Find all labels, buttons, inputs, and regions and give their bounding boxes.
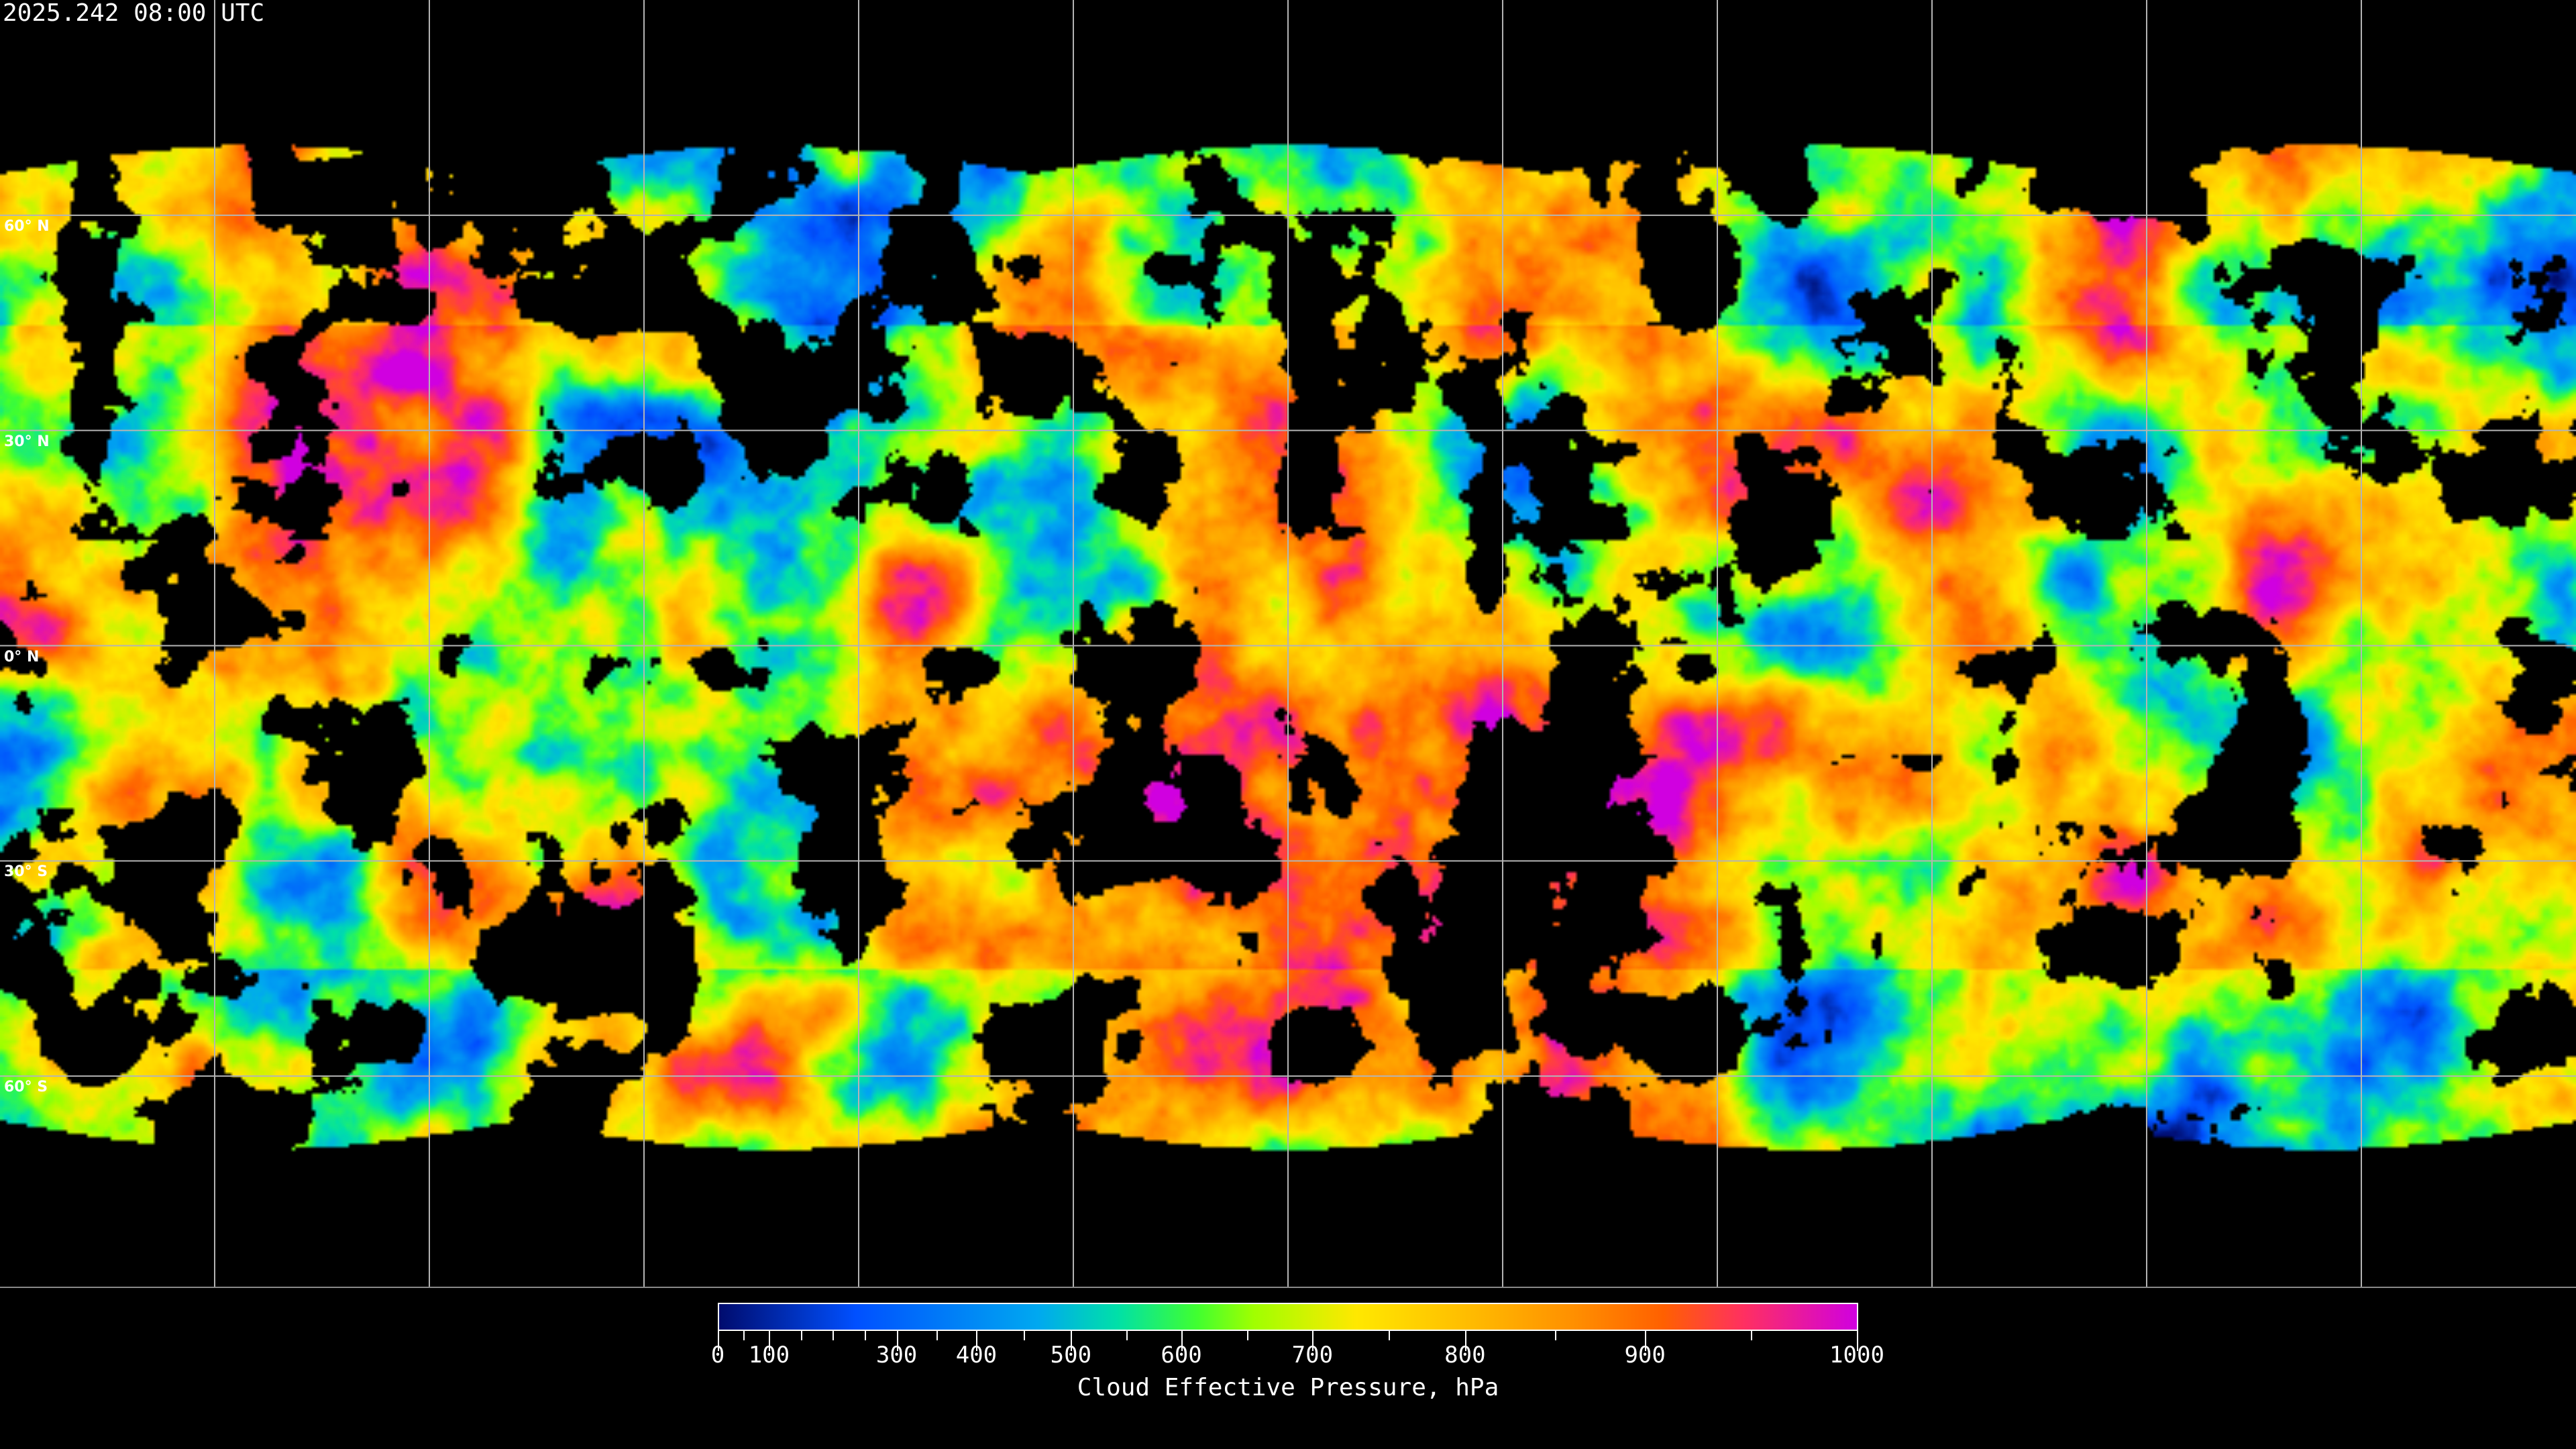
colorbar-major-tick	[896, 1331, 898, 1351]
colorbar-ticks	[718, 1331, 1858, 1351]
colorbar-tick-label: 900	[1624, 1342, 1666, 1368]
colorbar-minor-tick	[1751, 1331, 1753, 1340]
colorbar-major-tick	[718, 1331, 719, 1351]
colorbar-tick-label: 700	[1291, 1342, 1334, 1368]
colorbar-minor-tick	[833, 1331, 835, 1340]
colorbar-tick-label: 1000	[1829, 1342, 1884, 1368]
colorbar-tick-label: 100	[748, 1342, 790, 1368]
colorbar-tick-label: 400	[955, 1342, 998, 1368]
latitude-label: 0° N	[4, 648, 40, 665]
colorbar-minor-tick	[1126, 1331, 1128, 1340]
latitude-label: 30° S	[4, 863, 48, 881]
cloud-pressure-map: 2025.242 08:00 UTC 60° N 30° N 0° N 30° S 60…	[0, 0, 2576, 1288]
colorbar-minor-tick	[865, 1331, 867, 1340]
colorbar-tick-label: 600	[1161, 1342, 1202, 1368]
colorbar-major-tick	[976, 1331, 978, 1351]
colorbar-minor-tick	[936, 1331, 938, 1340]
colorbar-major-tick	[1312, 1331, 1314, 1351]
colorbar-major-tick	[1181, 1331, 1183, 1351]
colorbar	[718, 1303, 1858, 1331]
latitude-label: 60° S	[4, 1079, 48, 1096]
colorbar-major-tick	[1464, 1331, 1466, 1351]
colorbar-tick-label: 300	[875, 1342, 918, 1368]
graticule	[0, 0, 2576, 1287]
colorbar-minor-tick	[1023, 1331, 1025, 1340]
colorbar-minor-tick	[1389, 1331, 1391, 1340]
colorbar-title: Cloud Effective Pressure, hPa	[1077, 1374, 1499, 1401]
latitude-label: 30° N	[4, 433, 50, 450]
colorbar-tick-label: 800	[1444, 1342, 1486, 1368]
colorbar-tick-label: 500	[1050, 1342, 1092, 1368]
colorbar-minor-tick	[1555, 1331, 1557, 1340]
colorbar-major-tick	[1857, 1331, 1858, 1351]
colorbar-major-tick	[1645, 1331, 1647, 1351]
colorbar-tick-label: 0	[710, 1342, 725, 1368]
colorbar-minor-tick	[1246, 1331, 1248, 1340]
colorbar-major-tick	[769, 1331, 771, 1351]
colorbar-major-tick	[1071, 1331, 1073, 1351]
timestamp-title: 2025.242 08:00 UTC	[3, 0, 265, 27]
latitude-label: 60° N	[4, 217, 50, 235]
colorbar-minor-tick	[743, 1331, 745, 1340]
colorbar-minor-tick	[800, 1331, 802, 1340]
